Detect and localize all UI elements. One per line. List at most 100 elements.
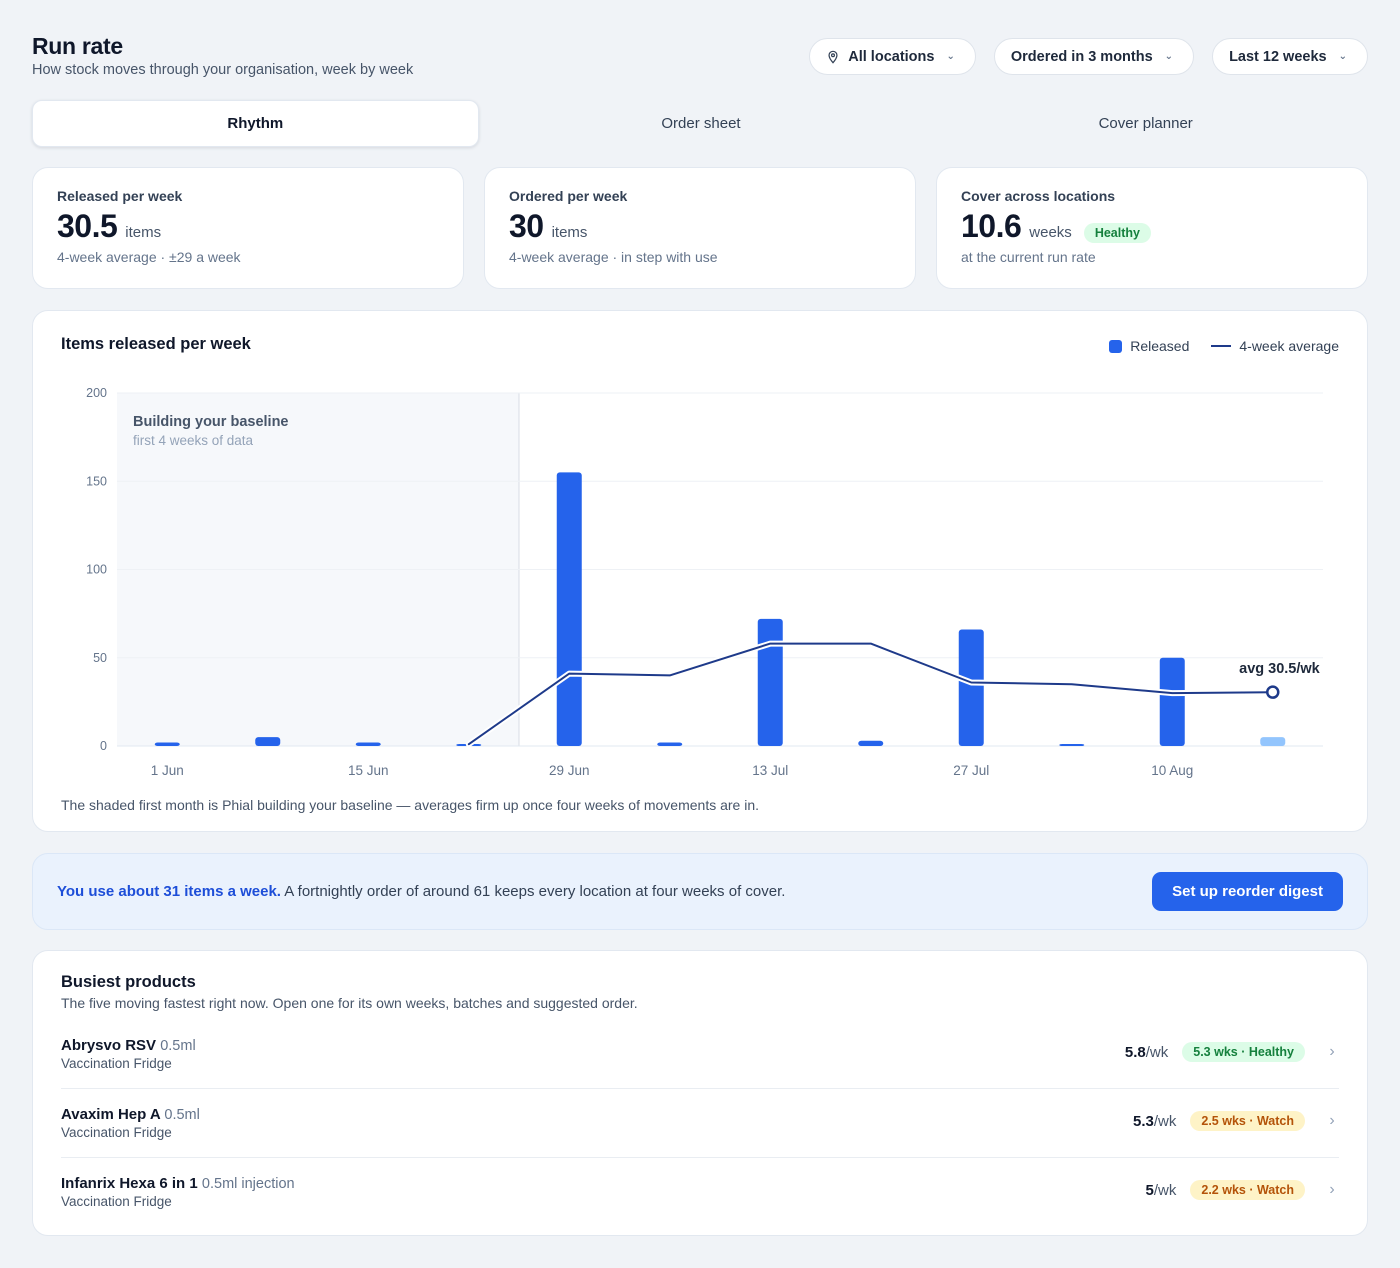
tab-cover-planner[interactable]: Cover planner: [1098, 115, 1193, 132]
bar: [1159, 657, 1185, 746]
chevron-right-icon[interactable]: ›: [1329, 1112, 1335, 1129]
bar: [958, 629, 984, 746]
chevron-down-icon: ⌄: [1164, 51, 1174, 62]
kpi-value: 30: [509, 208, 544, 244]
product-row[interactable]: Avaxim Hep A 0.5ml Vaccination Fridge 5.…: [61, 1089, 1339, 1158]
product-rate-unit: /wk: [1145, 1043, 1169, 1061]
product-rate-unit: /wk: [1153, 1112, 1177, 1130]
product-dose: 0.5ml injection: [201, 1176, 295, 1192]
bar: [657, 742, 683, 746]
kpi-unit: weeks: [1029, 224, 1072, 241]
location-filter[interactable]: All locations ⌄: [809, 38, 976, 75]
banner-text: You use about 31 items a week. A fortnig…: [57, 883, 785, 900]
busiest-products-card: Busiest products The five moving fastest…: [32, 950, 1368, 1236]
bar: [1059, 744, 1085, 746]
location-filter-label: All locations: [848, 48, 935, 65]
page-header: Run rate How stock moves through your or…: [32, 32, 413, 78]
filter-bar: All locations ⌄ Ordered in 3 months ⌄ La…: [809, 38, 1368, 75]
status-badge: 5.3 wks · Healthy: [1182, 1042, 1305, 1062]
y-tick-label: 150: [86, 474, 107, 488]
status-badge: 2.5 wks · Watch: [1190, 1111, 1305, 1131]
kpi-ordered: Ordered per week 30 items 4-week average…: [484, 167, 916, 289]
chart-legend: Released 4-week average: [1109, 338, 1339, 354]
x-tick-label: 1 Jun: [151, 763, 184, 778]
kpi-unit: items: [551, 224, 588, 241]
products-title: Busiest products: [61, 973, 196, 991]
kpi-label: Cover across locations: [961, 188, 1116, 204]
tab-rhythm[interactable]: Rhythm: [32, 100, 479, 147]
product-row[interactable]: Abrysvo RSV 0.5ml Vaccination Fridge 5.8…: [61, 1020, 1339, 1089]
product-rate: 5: [1145, 1181, 1154, 1199]
bar: [556, 472, 582, 746]
chevron-down-icon: ⌄: [1338, 51, 1347, 62]
legend-swatch-line: [1211, 345, 1232, 347]
product-row[interactable]: Infanrix Hexa 6 in 1 0.5ml injection Vac…: [61, 1158, 1339, 1227]
product-dose: 0.5ml: [160, 1038, 196, 1054]
chevron-right-icon[interactable]: ›: [1329, 1043, 1335, 1060]
x-tick-label: 13 Jul: [752, 763, 788, 778]
chevron-down-icon: ⌄: [946, 51, 955, 62]
product-location: Vaccination Fridge: [61, 1194, 172, 1209]
reorder-digest-button[interactable]: Set up reorder digest: [1152, 872, 1343, 911]
legend-average: 4-week average: [1211, 338, 1339, 354]
legend-swatch-bar: [1109, 339, 1123, 353]
bar: [355, 742, 381, 746]
product-location: Vaccination Fridge: [61, 1056, 172, 1071]
y-tick-label: 50: [93, 651, 107, 665]
x-tick-label: 29 Jun: [549, 763, 590, 778]
product-rate: 5.8: [1124, 1043, 1146, 1061]
status-badge: Healthy: [1083, 223, 1151, 243]
product-dose: 0.5ml: [164, 1107, 200, 1123]
bar: [154, 742, 180, 746]
kpi-released: Released per week 30.5 items 4-week aver…: [32, 167, 464, 289]
bar: [1260, 737, 1286, 746]
kpi-cover: Cover across locations 10.6 weeks Health…: [936, 167, 1368, 289]
view-tabs: Rhythm Order sheet Cover planner: [32, 100, 1368, 147]
product-name: Infanrix Hexa 6 in 1: [61, 1175, 198, 1192]
average-line: [467, 642, 1274, 746]
y-tick-label: 100: [86, 563, 107, 577]
ordered-filter-label: Ordered in 3 months: [1010, 48, 1153, 65]
status-badge: 2.2 wks · Watch: [1190, 1180, 1305, 1200]
kpi-value: 30.5: [57, 208, 118, 244]
x-tick-label: 10 Aug: [1151, 763, 1193, 778]
ordered-filter[interactable]: Ordered in 3 months ⌄: [993, 38, 1195, 75]
legend-label: Released: [1130, 338, 1190, 354]
x-tick-label: 27 Jul: [953, 763, 989, 778]
location-pin-icon: [828, 50, 838, 64]
bar: [255, 737, 281, 746]
kpi-label: Released per week: [57, 188, 183, 204]
product-name: Avaxim Hep A: [61, 1106, 161, 1123]
products-list: Abrysvo RSV 0.5ml Vaccination Fridge 5.8…: [61, 1020, 1339, 1227]
average-line-halo: [465, 640, 1276, 748]
period-filter-label: Last 12 weeks: [1229, 48, 1327, 65]
y-tick-label: 200: [86, 386, 107, 400]
legend-label: 4-week average: [1239, 338, 1339, 354]
product-rate: 5.3: [1133, 1112, 1154, 1130]
reorder-banner: You use about 31 items a week. A fortnig…: [32, 853, 1368, 930]
chart-title: Items released per week: [61, 335, 251, 353]
x-tick-label: 15 Jun: [348, 763, 389, 778]
product-name: Abrysvo RSV: [61, 1037, 157, 1054]
chevron-right-icon[interactable]: ›: [1329, 1181, 1335, 1198]
kpi-label: Ordered per week: [509, 188, 628, 204]
released-chart: 0 50 100 150 200 Building your baseline first …: [86, 386, 1323, 778]
kpi-note: 4-week average · in step with use: [509, 249, 718, 265]
tab-order-sheet[interactable]: Order sheet: [661, 115, 741, 132]
page-title: Run rate: [32, 33, 123, 59]
banner-highlight: You use about 31 items a week.: [57, 883, 281, 900]
baseline-title: Building your baseline: [133, 414, 289, 430]
kpi-note: 4-week average · ±29 a week: [57, 249, 241, 265]
period-filter[interactable]: Last 12 weeks ⌄: [1212, 38, 1368, 75]
banner-body: A fortnightly order of around 61 keeps e…: [280, 883, 786, 900]
average-end-marker: [1266, 685, 1280, 699]
kpi-unit: items: [125, 224, 162, 241]
chart-footnote: The shaded first month is Phial building…: [61, 797, 760, 813]
bar: [858, 740, 884, 746]
kpi-value: 10.6: [961, 208, 1022, 244]
legend-released: Released: [1109, 338, 1189, 354]
page-subtitle: How stock moves through your organisatio…: [32, 62, 414, 78]
products-subtitle: The five moving fastest right now. Open …: [61, 995, 638, 1011]
baseline-subtitle: first 4 weeks of data: [133, 433, 254, 448]
bar: [757, 618, 783, 746]
